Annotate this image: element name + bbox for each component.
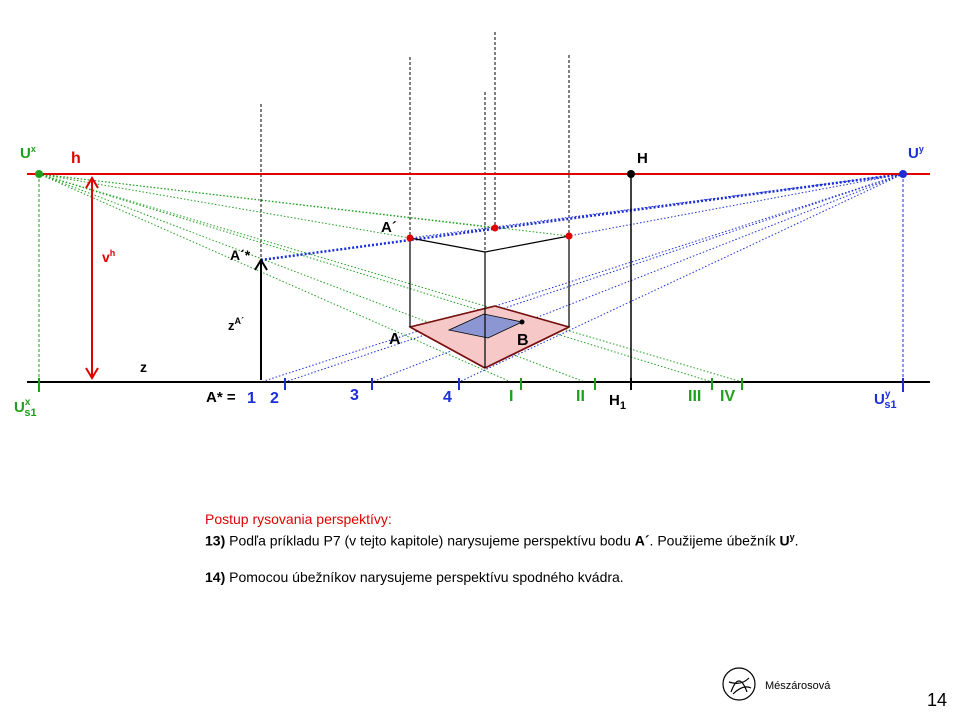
ux-point xyxy=(35,170,43,178)
vh-arrow xyxy=(85,176,99,380)
step-13-text-a: Podľa príkladu P7 (v tejto kapitole) nar… xyxy=(225,532,635,549)
step-13-bold: A´ xyxy=(634,532,650,549)
za-label: zA´ xyxy=(228,316,244,333)
top-right-point xyxy=(565,232,573,240)
ux-label: Ux xyxy=(20,144,36,162)
z-label: z xyxy=(140,359,147,375)
tick-label-3: 3 xyxy=(350,387,359,404)
step-13: 13) Podľa príkladu P7 (v tejto kapitole)… xyxy=(205,528,905,550)
h1-label: H1 xyxy=(609,392,626,412)
author-name: Mészárosová xyxy=(765,680,831,692)
a-prime-star-ray xyxy=(260,172,904,262)
upper-block xyxy=(409,235,570,368)
tick-label-1: 1 xyxy=(247,390,256,407)
tick-label-2: 2 xyxy=(270,390,279,407)
ux-green-rays xyxy=(38,173,743,383)
step-14: 14) Pomocou úbežníkov narysujeme perspek… xyxy=(205,568,905,586)
a-prime-star-label: A´* xyxy=(230,247,251,263)
step-14-text: Pomocou úbežníkov narysujeme perspektívu… xyxy=(225,568,624,585)
step-14-number: 14) xyxy=(205,568,226,585)
vh-label: vh xyxy=(102,248,115,265)
uxs1-label: Ux s1 xyxy=(14,397,37,419)
step-13-number: 13) xyxy=(205,532,226,549)
page-number: 14 xyxy=(927,690,948,710)
tick-label-III: III xyxy=(688,388,701,405)
uy-point xyxy=(899,170,907,178)
base-edge-a xyxy=(409,326,486,369)
za-arrow xyxy=(254,258,268,380)
a-star-label: A* = xyxy=(206,389,236,406)
H-label: H xyxy=(637,150,648,167)
b-point xyxy=(519,319,525,325)
instructions-title: Postup rysovania perspektívy: xyxy=(205,511,392,527)
tick-label-II: II xyxy=(576,388,585,405)
a-prime-label: A´ xyxy=(381,219,397,236)
uys1-label: Uy s1 xyxy=(874,389,897,411)
instructions: Postup rysovania perspektívy: 13) Podľa … xyxy=(205,510,905,586)
tick-label-I: I xyxy=(509,388,513,405)
step-13-text-b: . Použijeme úbežník xyxy=(649,532,780,549)
author-logo-icon xyxy=(722,667,756,701)
h-point xyxy=(627,170,635,178)
top-mid-point xyxy=(491,224,499,232)
tick-label-IV: IV xyxy=(720,388,735,405)
tick-label-4: 4 xyxy=(443,389,452,406)
ground-ticks xyxy=(38,378,904,392)
step-13-u: U xyxy=(779,532,790,549)
base-edge-d xyxy=(494,305,570,328)
a-label: A xyxy=(389,331,401,348)
base-edge-b xyxy=(484,326,570,369)
base-edge-c xyxy=(409,305,496,328)
b-label: B xyxy=(517,332,529,349)
step-13-text-c: . xyxy=(794,532,799,549)
h-label: h xyxy=(71,150,81,167)
a-prime-point xyxy=(406,234,414,242)
uy-blue-rays xyxy=(260,173,904,383)
step-13-u-sup: y xyxy=(789,532,795,542)
uy-label: Uy xyxy=(908,144,924,162)
